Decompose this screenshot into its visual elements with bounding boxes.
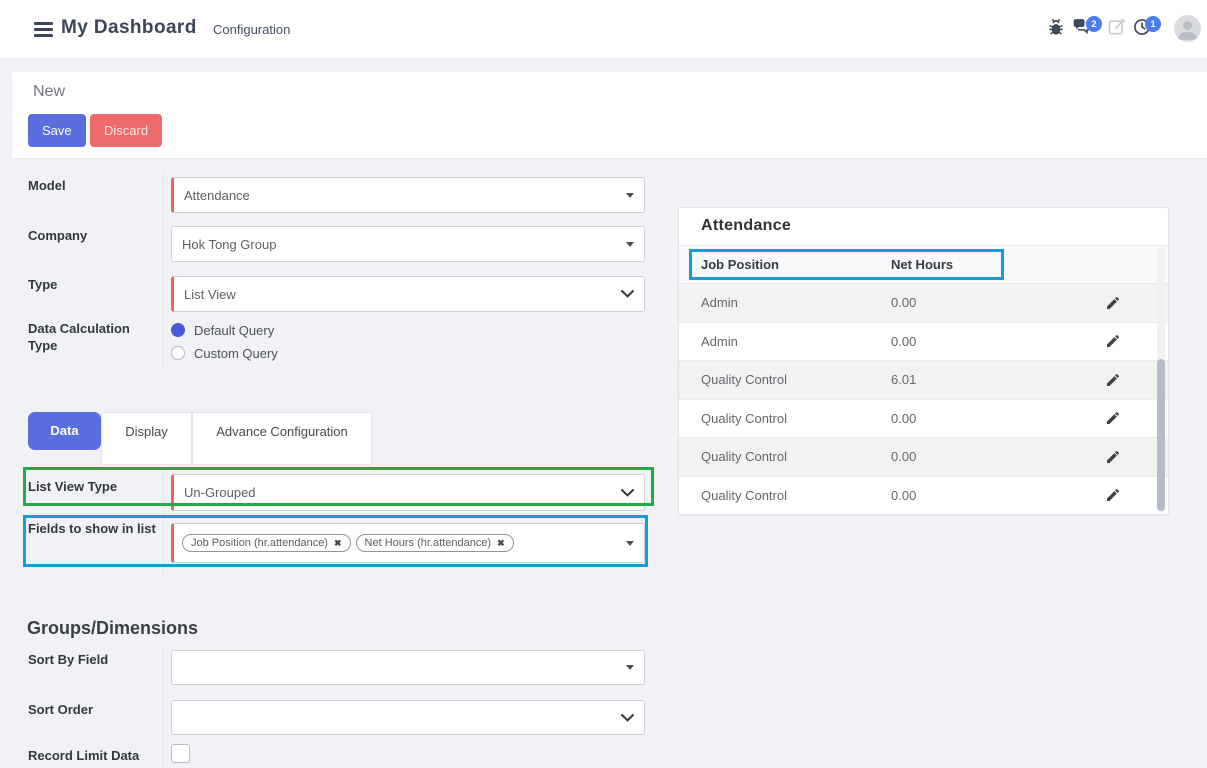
cell-net-hours: 0.00 [891, 488, 1076, 503]
tab-data[interactable]: Data [28, 412, 101, 450]
type-value: List View [184, 287, 621, 302]
caret-down-icon [626, 665, 634, 670]
caret-down-icon [626, 242, 634, 247]
cell-net-hours: 0.00 [891, 295, 1076, 310]
sort-by-field-select[interactable] [171, 650, 645, 685]
edit-pencil-icon[interactable] [1105, 333, 1121, 349]
table-row: Admin 0.00 [679, 323, 1168, 362]
cell-job-position: Quality Control [679, 372, 891, 387]
form-divider [163, 170, 164, 368]
person-icon [1174, 15, 1201, 42]
chevron-down-icon [621, 714, 634, 722]
field-tag: Net Hours (hr.attendance) ✖ [356, 534, 514, 552]
edit-pencil-icon[interactable] [1105, 487, 1121, 503]
edit-pencil-icon[interactable] [1105, 410, 1121, 426]
sort-by-field-label: Sort By Field [28, 652, 108, 667]
remove-tag-icon[interactable]: ✖ [497, 538, 505, 549]
save-button[interactable]: Save [28, 114, 86, 147]
radio-default-query[interactable]: Default Query [171, 322, 274, 338]
list-view-type-select[interactable]: Un-Grouped [171, 474, 645, 511]
cell-job-position: Quality Control [679, 411, 891, 426]
dashboard-config-page: My Dashboard Configuration 2 1 [0, 0, 1207, 768]
field-tag-label: Net Hours (hr.attendance) [365, 537, 492, 549]
fields-tags: Job Position (hr.attendance)✖Net Hours (… [182, 534, 514, 552]
tab-display[interactable]: Display [101, 412, 192, 465]
radio-unselected-icon [171, 346, 185, 360]
radio-default-query-label: Default Query [194, 323, 274, 338]
table-row: Quality Control 0.00 [679, 438, 1168, 477]
form-divider [163, 468, 164, 578]
table-row: Quality Control 6.01 [679, 361, 1168, 400]
record-limit-checkbox[interactable] [171, 744, 190, 763]
record-action-card: New Save Discard [12, 72, 1207, 158]
type-select[interactable]: List View [171, 276, 645, 312]
hamburger-menu-icon[interactable] [34, 22, 53, 40]
radio-custom-query[interactable]: Custom Query [171, 345, 278, 361]
cell-job-position: Quality Control [679, 449, 891, 464]
chevron-down-icon [621, 290, 634, 298]
edit-pencil-icon[interactable] [1105, 449, 1121, 465]
column-job-position: Job Position [679, 257, 891, 272]
radio-selected-icon [171, 323, 185, 337]
remove-tag-icon[interactable]: ✖ [334, 538, 342, 549]
bug-icon[interactable] [1046, 17, 1066, 37]
groups-dimensions-heading: Groups/Dimensions [27, 618, 198, 639]
list-view-type-label: List View Type [28, 479, 117, 494]
edit-pencil-icon[interactable] [1105, 295, 1121, 311]
messages-count-badge[interactable]: 2 [1086, 16, 1102, 32]
company-label: Company [28, 228, 87, 243]
column-net-hours: Net Hours [891, 257, 1076, 272]
menu-configuration[interactable]: Configuration [213, 22, 290, 37]
tab-advance-configuration[interactable]: Advance Configuration [192, 412, 372, 465]
company-select[interactable]: Hok Tong Group [171, 226, 645, 262]
preview-card: Attendance Job Position Net Hours Admin … [678, 207, 1169, 515]
chevron-down-icon [621, 489, 634, 497]
cell-net-hours: 0.00 [891, 411, 1076, 426]
sort-order-label: Sort Order [28, 702, 93, 717]
preview-table-header: Job Position Net Hours [679, 246, 1168, 284]
user-avatar[interactable] [1174, 15, 1201, 42]
top-navbar: My Dashboard Configuration 2 1 [0, 0, 1207, 59]
table-row: Quality Control 0.00 [679, 400, 1168, 439]
cell-net-hours: 6.01 [891, 372, 1076, 387]
scrollbar-thumb[interactable] [1157, 359, 1165, 511]
record-status: New [33, 83, 65, 101]
cell-job-position: Admin [679, 334, 891, 349]
data-calculation-type-label: Data Calculation Type [28, 320, 140, 354]
edit-pencil-icon[interactable] [1105, 372, 1121, 388]
model-select[interactable]: Attendance [171, 177, 645, 213]
preview-rows: Admin 0.00 Admin 0.00 Quality Control 6.… [679, 284, 1168, 515]
activities-count-badge[interactable]: 1 [1145, 16, 1161, 32]
cell-net-hours: 0.00 [891, 334, 1076, 349]
radio-custom-query-label: Custom Query [194, 346, 278, 361]
type-label: Type [28, 277, 57, 292]
field-tag: Job Position (hr.attendance) ✖ [182, 534, 351, 552]
table-row: Admin 0.00 [679, 284, 1168, 323]
caret-down-icon [626, 193, 634, 198]
compose-icon[interactable] [1107, 17, 1127, 37]
fields-to-show-multiselect[interactable]: Job Position (hr.attendance)✖Net Hours (… [171, 523, 645, 563]
list-view-type-value: Un-Grouped [184, 485, 621, 500]
form-divider [163, 646, 164, 768]
sort-order-select[interactable] [171, 700, 645, 735]
preview-title: Attendance [701, 217, 791, 235]
cell-job-position: Admin [679, 295, 891, 310]
cell-net-hours: 0.00 [891, 449, 1076, 464]
table-row: Quality Control 0.00 [679, 477, 1168, 516]
company-value: Hok Tong Group [182, 237, 626, 252]
discard-button[interactable]: Discard [90, 114, 162, 147]
model-value: Attendance [184, 188, 626, 203]
record-limit-data-label: Record Limit Data [28, 748, 139, 763]
cell-job-position: Quality Control [679, 488, 891, 503]
field-tag-label: Job Position (hr.attendance) [191, 537, 328, 549]
app-title: My Dashboard [61, 17, 197, 39]
fields-to-show-label: Fields to show in list [28, 521, 156, 536]
model-label: Model [28, 178, 66, 193]
caret-down-icon [626, 541, 634, 546]
